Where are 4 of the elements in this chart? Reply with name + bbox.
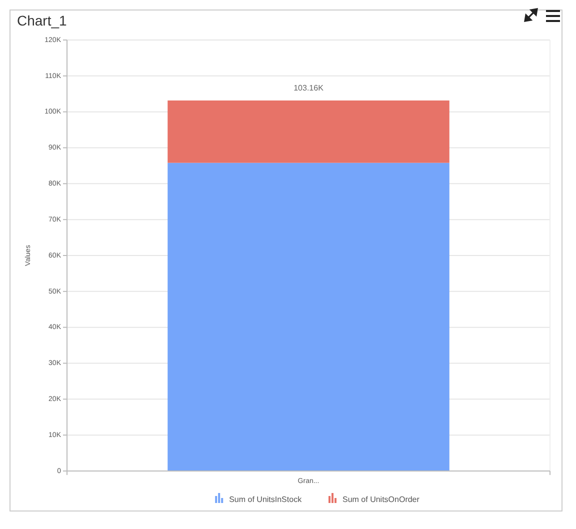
chart-title: Chart_1 [17, 12, 68, 29]
total-label: 103.16K [294, 83, 324, 92]
legend-label: Sum of UnitsOnOrder [342, 495, 420, 504]
legend-label: Sum of UnitsInStock [229, 495, 303, 504]
